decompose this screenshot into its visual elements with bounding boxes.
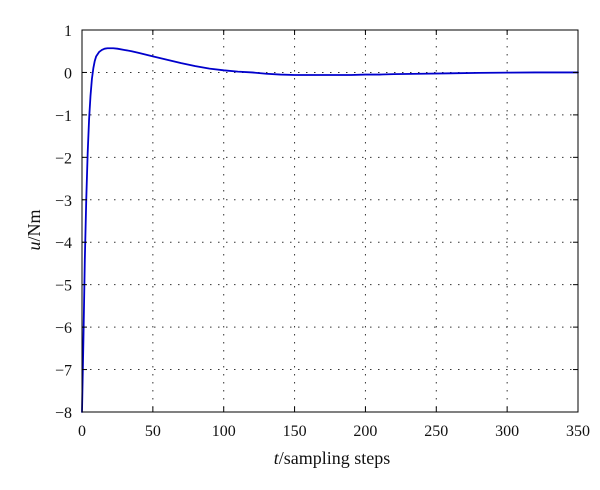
grid-layer — [82, 30, 578, 412]
tick-layer: 0 50 100 150 200 250 300 350 1 0 −1 −2 −3 −4 −5 −6 −7 −8 — [55, 23, 590, 440]
x-tick-label: 150 — [283, 423, 307, 440]
y-axis-label: u/Nm — [24, 209, 44, 250]
x-tick-label: 250 — [424, 423, 448, 440]
x-axis-variable: t — [274, 448, 280, 468]
x-tick-label: 350 — [566, 423, 590, 440]
plot-frame — [81, 29, 579, 413]
y-tick-label: −1 — [55, 108, 72, 125]
y-tick-label: −2 — [55, 150, 72, 167]
y-axis-variable: u — [24, 242, 44, 251]
plot-background — [82, 30, 578, 412]
y-tick-label: −4 — [55, 235, 72, 252]
x-tick-label: 300 — [495, 423, 519, 440]
series-line — [81, 47, 579, 413]
x-tick-label: 0 — [78, 423, 86, 440]
x-tick-label: 50 — [145, 423, 161, 440]
y-tick-label: 0 — [64, 65, 72, 82]
x-axis-unit: /sampling steps — [279, 448, 391, 468]
axes-frame — [81, 29, 579, 413]
y-tick-label: −5 — [55, 278, 72, 295]
y-tick-label: −3 — [55, 193, 72, 210]
x-tick-label: 200 — [353, 423, 377, 440]
y-tick-label: −8 — [55, 405, 72, 422]
x-axis-label: t/sampling steps — [274, 448, 391, 468]
y-tick-label: −6 — [55, 320, 72, 337]
series-layer — [81, 47, 579, 413]
y-axis-unit: /Nm — [24, 209, 44, 241]
x-tick-label: 100 — [212, 423, 236, 440]
y-tick-label: −7 — [55, 363, 72, 380]
y-tick-label: 1 — [64, 23, 72, 40]
